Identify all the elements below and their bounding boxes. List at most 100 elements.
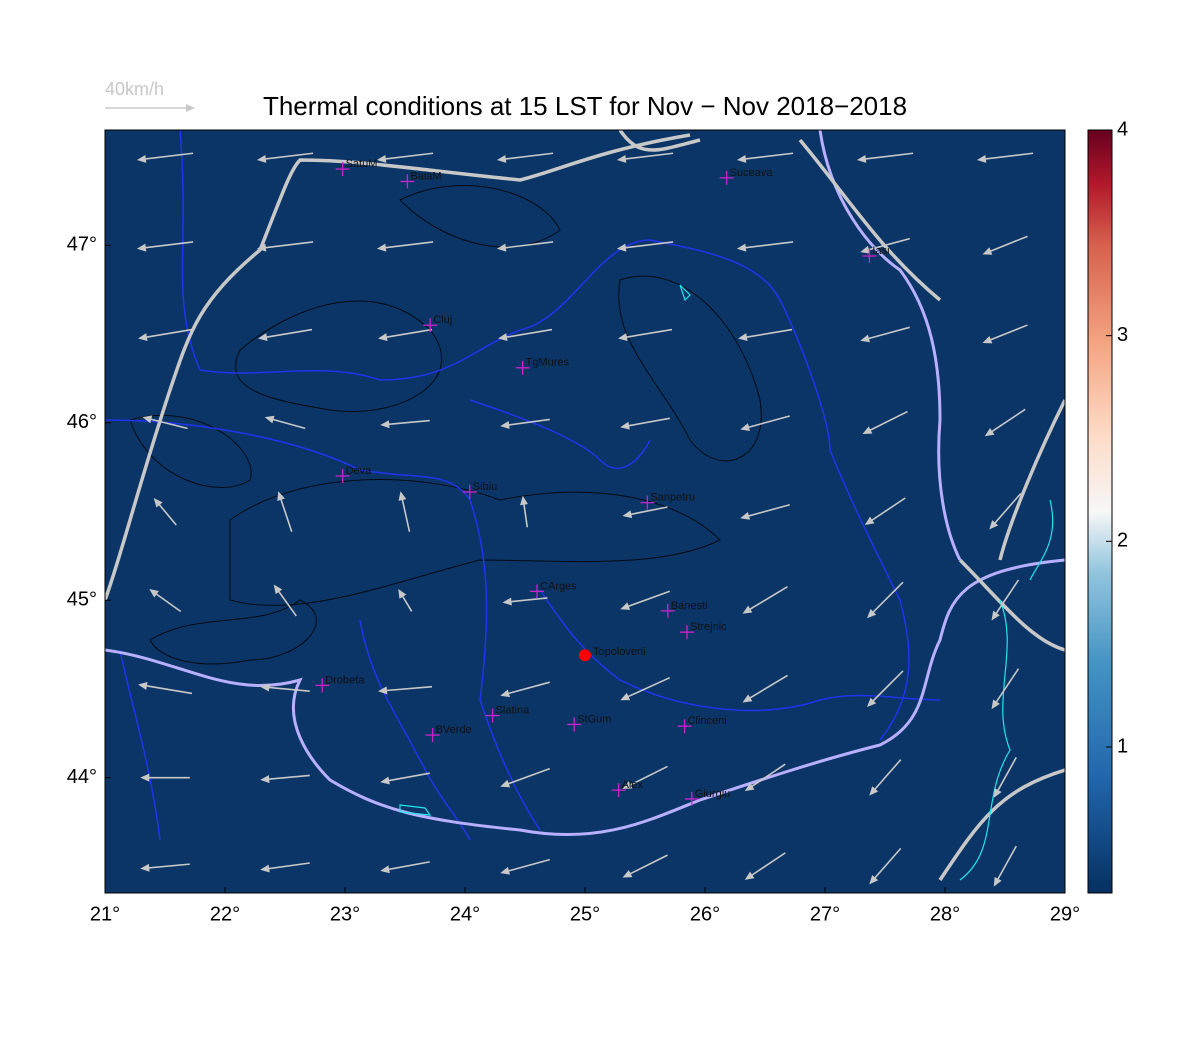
arrow-shaft (987, 235, 1028, 254)
city-label: Suceava (730, 167, 774, 179)
lake (679, 284, 691, 302)
y-tick-label: 45° (67, 589, 97, 611)
city-marker (684, 791, 699, 806)
arrow-head (140, 773, 150, 782)
arrow-head (860, 334, 870, 343)
arrow-head (502, 597, 512, 606)
arrow-head (138, 681, 148, 690)
arrow-head (740, 423, 750, 432)
arrow-head (856, 154, 867, 163)
arrow-head (991, 699, 1000, 710)
arrow-head (740, 512, 750, 520)
city-label: Giurgiu (695, 788, 730, 800)
geography (105, 130, 1065, 881)
arrow-shaft (868, 497, 906, 523)
city-label: BaiaM (410, 170, 441, 182)
arrow-shaft (147, 417, 188, 430)
arrow-head (738, 333, 748, 342)
arrow-head (736, 243, 747, 252)
arrow-head (622, 781, 633, 789)
lake (399, 804, 432, 816)
arrow-head (742, 694, 753, 703)
arrow-head (380, 865, 390, 874)
city-marker (660, 603, 675, 618)
arrow-shaft (870, 670, 904, 704)
arrow-head (380, 776, 390, 785)
arrow-shaft (624, 676, 671, 699)
city-label: Drobeta (325, 674, 365, 686)
arrow-shaft (622, 152, 674, 161)
arrow-head (991, 610, 1000, 621)
arrow-shaft (142, 241, 194, 249)
arrow-head (976, 154, 987, 163)
station-marker (579, 649, 591, 662)
arrow-head (277, 491, 285, 502)
arrow-head (136, 154, 147, 163)
arrow-shaft (279, 496, 293, 533)
arrow-head (380, 420, 390, 429)
title: Thermal conditions at 15 LST for Nov − N… (263, 91, 907, 121)
arrow-shaft (625, 590, 671, 609)
arrow-shaft (265, 862, 310, 870)
wind-scale-label: 40km/h (105, 79, 164, 99)
contour (149, 599, 317, 665)
arrow-shaft (626, 854, 668, 876)
arrow-head (138, 333, 148, 342)
arrow-head (862, 426, 873, 435)
colorbar-tick-label: 2 (1117, 530, 1128, 552)
arrow-shaft (265, 686, 310, 692)
lakes-coast (399, 284, 1054, 881)
arrow-head (500, 866, 510, 875)
arrow-head (136, 243, 147, 252)
x-tick-label: 26° (690, 903, 720, 925)
river (539, 589, 941, 712)
arrow-head (500, 689, 510, 698)
station-label: Topoloveni (593, 646, 646, 658)
borders (105, 130, 1065, 881)
colorbar-tick-label: 1 (1117, 735, 1128, 757)
arrow-head (256, 154, 267, 163)
arrow-shaft (385, 772, 430, 782)
contour (399, 185, 561, 248)
river (469, 399, 651, 469)
arrow-shaft (992, 492, 1022, 526)
river (359, 619, 471, 841)
arrow-shaft (383, 685, 433, 692)
arrow-head (622, 510, 633, 519)
arrow-shaft (400, 496, 411, 532)
arrow-head (260, 683, 270, 692)
arrow-head (989, 520, 999, 530)
river (119, 649, 161, 841)
arrow-head (264, 415, 275, 424)
arrow-shaft (262, 152, 314, 161)
city-marker (485, 708, 500, 723)
map-background (105, 130, 1065, 893)
colorbar (1087, 129, 1113, 894)
colorbar-tick-label: 4 (1117, 118, 1128, 140)
arrow-head (618, 333, 628, 342)
arrow-head (378, 686, 388, 695)
arrow-shaft (502, 152, 554, 161)
arrow-shaft (143, 684, 193, 695)
arrow-shaft (872, 847, 902, 881)
arrow-head (260, 864, 270, 873)
rivers (105, 130, 941, 841)
city-marker (335, 469, 350, 484)
colorbar-tick-label: 3 (1117, 324, 1128, 346)
contours (129, 185, 762, 665)
arrow-head (867, 697, 877, 707)
arrow-shaft (276, 588, 297, 617)
contour (229, 479, 721, 606)
city-marker (719, 170, 734, 185)
arrow-head (867, 609, 877, 619)
arrow-head (744, 871, 755, 880)
city-label: Slatina (496, 704, 531, 716)
arrow-shaft (502, 241, 554, 249)
y-tick-label: 46° (67, 411, 97, 433)
arrow-shaft (988, 408, 1026, 434)
arrow-head (993, 876, 1002, 887)
arrow-head (142, 415, 153, 424)
arrow-shaft (742, 241, 794, 249)
arrow-head (260, 775, 270, 784)
